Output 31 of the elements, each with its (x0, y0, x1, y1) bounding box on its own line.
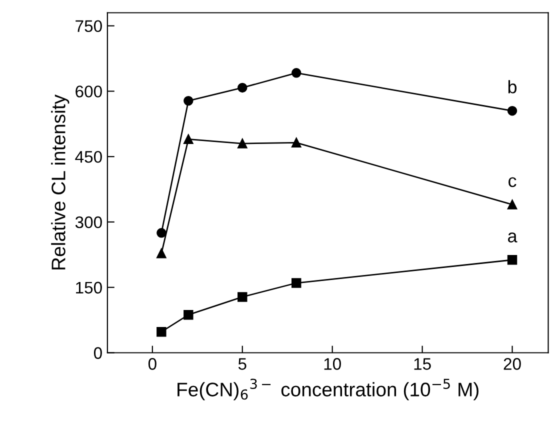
point (156, 326, 166, 337)
point (184, 134, 194, 144)
y-tick-label: 600 (76, 86, 102, 98)
point (507, 255, 518, 265)
series-label: b (508, 80, 517, 94)
x-tick-label: 10 (324, 358, 341, 370)
point (292, 68, 302, 78)
point (184, 310, 194, 320)
x-tick-label: 20 (504, 358, 521, 370)
x-tick-label: 15 (414, 358, 431, 370)
point (184, 96, 194, 106)
point (238, 292, 248, 302)
point (507, 200, 518, 210)
y-tick-label: 0 (94, 347, 102, 359)
y-tick-label: 450 (75, 150, 102, 163)
point (238, 138, 248, 148)
y-tick-label: 750 (76, 20, 102, 32)
x-tick-label: 5 (238, 358, 246, 370)
y-axis-title: Relative CL intensity (51, 94, 70, 270)
x-tick-label: 0 (148, 358, 156, 370)
point (292, 278, 302, 288)
point (238, 82, 248, 93)
series-label: a (508, 232, 518, 242)
y-tick-label: 150 (76, 282, 102, 294)
point (156, 248, 166, 258)
y-tick-label: 300 (75, 216, 102, 228)
point (292, 138, 302, 148)
point (156, 228, 166, 238)
x-axis-title: Fe(CN)$_{6}$$^{3−}$ concentration (10$^{−5}$ M) (178, 378, 478, 400)
point (507, 106, 518, 116)
series-label: c (508, 177, 516, 188)
